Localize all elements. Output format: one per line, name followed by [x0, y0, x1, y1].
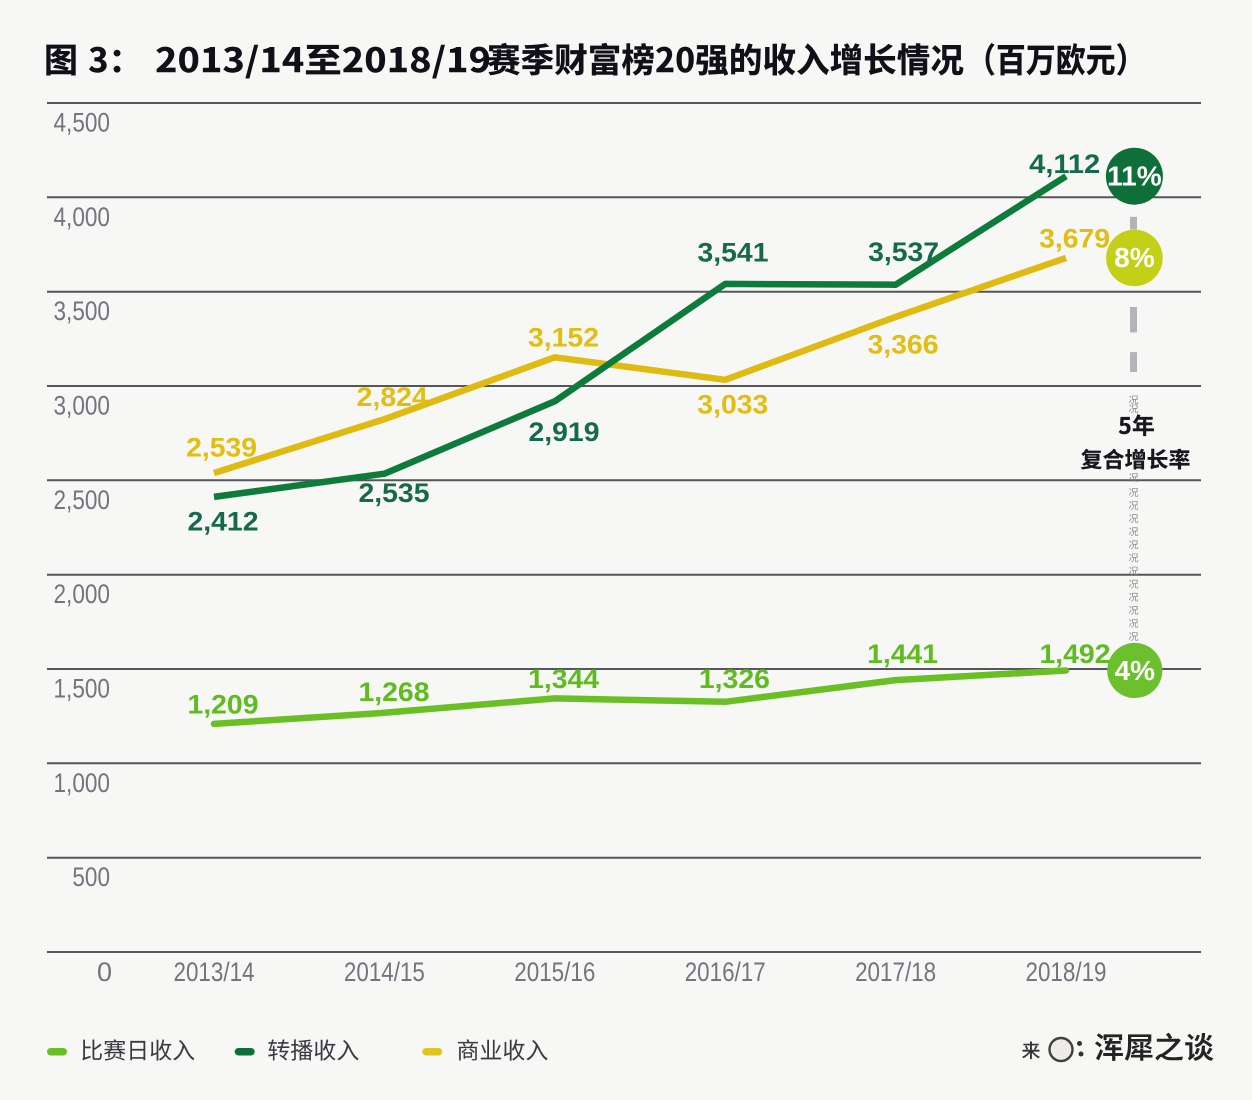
svg-text:1,441: 1,441	[867, 639, 938, 669]
svg-text:3,541: 3,541	[698, 237, 769, 267]
svg-text:3,537: 3,537	[868, 237, 939, 267]
svg-text:1,492: 1,492	[1040, 639, 1111, 669]
svg-text:2,535: 2,535	[359, 478, 430, 508]
svg-text:2018/19: 2018/19	[1026, 957, 1107, 987]
svg-text:1,209: 1,209	[188, 689, 259, 719]
svg-text:1,326: 1,326	[699, 664, 770, 694]
svg-text:1,268: 1,268	[359, 677, 430, 707]
svg-text:4,500: 4,500	[54, 108, 111, 138]
svg-text:4%: 4%	[1115, 655, 1156, 686]
svg-text:3,152: 3,152	[528, 323, 599, 353]
svg-text:1,500: 1,500	[54, 674, 111, 704]
svg-text:2014/15: 2014/15	[344, 957, 425, 987]
svg-text:11%: 11%	[1107, 161, 1162, 192]
svg-text:1,000: 1,000	[54, 768, 111, 798]
svg-text:8%: 8%	[1114, 242, 1155, 273]
svg-text:0: 0	[97, 957, 112, 987]
svg-text:2,412: 2,412	[188, 507, 259, 537]
svg-text:3,500: 3,500	[54, 296, 111, 326]
svg-text:2,919: 2,919	[529, 417, 600, 447]
svg-text:4,112: 4,112	[1029, 149, 1100, 179]
svg-text:2017/18: 2017/18	[855, 957, 936, 987]
svg-text:4,000: 4,000	[54, 202, 111, 232]
svg-text:2015/16: 2015/16	[514, 957, 595, 987]
svg-text:500: 500	[72, 862, 110, 892]
svg-text:3,033: 3,033	[697, 390, 768, 420]
svg-text:3,366: 3,366	[868, 330, 939, 360]
svg-text:3,000: 3,000	[54, 391, 111, 421]
svg-text:2,500: 2,500	[54, 485, 111, 515]
svg-text:2016/17: 2016/17	[685, 957, 766, 987]
svg-text:3,679: 3,679	[1039, 224, 1110, 254]
svg-text:2013/14: 2013/14	[174, 957, 255, 987]
svg-text:2,000: 2,000	[54, 579, 111, 609]
svg-text:1,344: 1,344	[528, 664, 599, 694]
svg-text:2,539: 2,539	[186, 433, 257, 463]
svg-text:2,824: 2,824	[357, 382, 428, 412]
